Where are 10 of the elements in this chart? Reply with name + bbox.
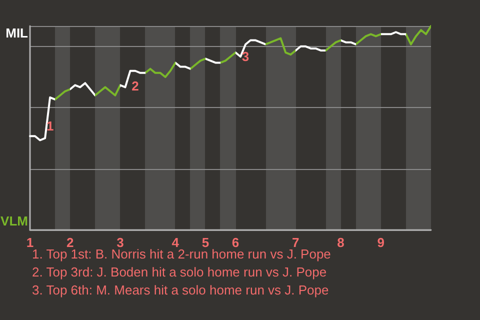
text: VLM [0,214,28,228]
x-tick-label: 8 [337,235,344,250]
x-tick-label: 1 [26,235,34,250]
annotation: 2 [132,78,139,94]
x-tick-label: 9 [377,235,384,250]
text: 3. Top 6th: M. Mears hit a solo home run vs J. Pope [32,282,329,298]
text: MIL [6,26,28,40]
text: 2. Top 3rd: J. Boden hit a solo home run vs J. Pope [32,264,327,280]
annotation: 1 [46,118,54,134]
annotation: 3 [242,49,250,64]
